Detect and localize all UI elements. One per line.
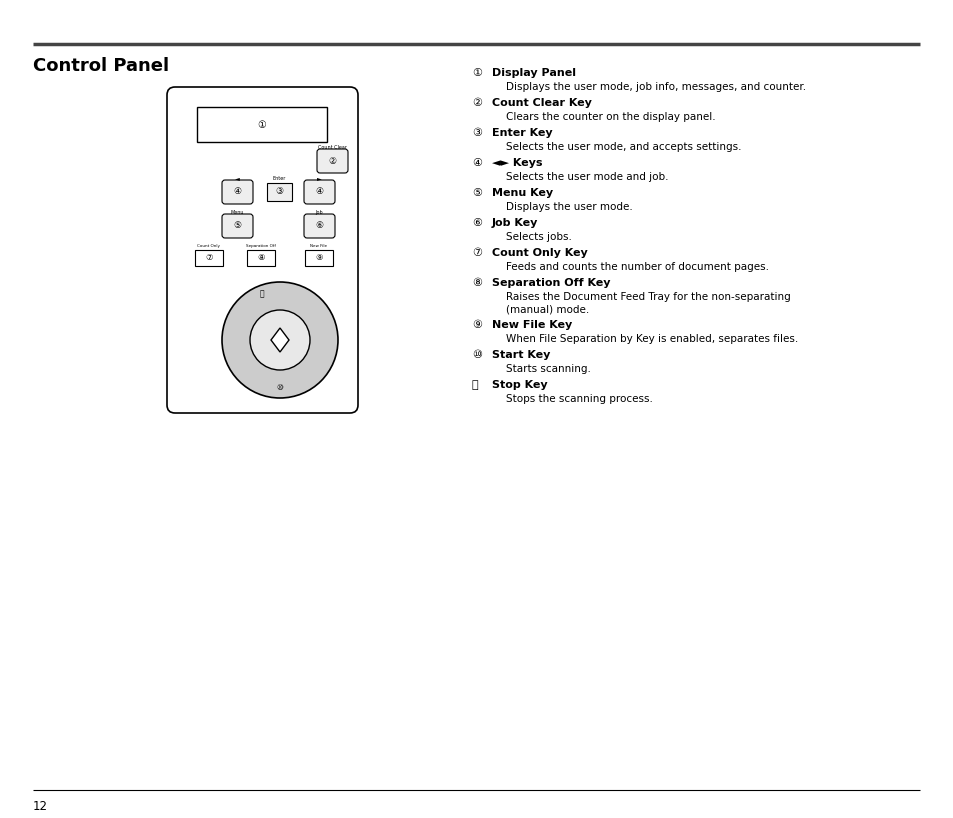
Text: Menu: Menu (231, 210, 244, 215)
Text: ⑧: ⑧ (257, 254, 265, 263)
Text: Menu Key: Menu Key (492, 188, 553, 198)
Text: Feeds and counts the number of document pages.: Feeds and counts the number of document … (505, 262, 768, 272)
FancyBboxPatch shape (304, 180, 335, 204)
Bar (196, 107, 327, 142)
Text: ⑦: ⑦ (205, 254, 213, 263)
Text: ①: ① (257, 119, 266, 129)
Text: New File Key: New File Key (492, 320, 572, 330)
Text: ②: ② (328, 156, 336, 165)
Circle shape (222, 282, 337, 398)
Text: Count Clear: Count Clear (317, 145, 347, 150)
Text: ⑩: ⑩ (472, 350, 481, 360)
Bar (305, 250, 333, 266)
Polygon shape (271, 328, 289, 352)
Text: (manual) mode.: (manual) mode. (505, 304, 589, 314)
Text: ⑥: ⑥ (315, 222, 323, 231)
Text: ⑨: ⑨ (472, 320, 481, 330)
Text: Count Only: Count Only (197, 244, 220, 248)
Text: Enter Key: Enter Key (492, 128, 552, 138)
Text: Separation Off: Separation Off (246, 244, 275, 248)
Text: Stop Key: Stop Key (492, 380, 547, 390)
Bar (267, 183, 292, 201)
Text: ⑨: ⑨ (314, 254, 322, 263)
Text: ④: ④ (233, 187, 241, 196)
Circle shape (250, 310, 310, 370)
Text: ①: ① (472, 68, 481, 78)
Text: ④: ④ (315, 187, 323, 196)
Text: ⑧: ⑧ (472, 278, 481, 288)
Text: Display Panel: Display Panel (492, 68, 576, 78)
Text: Selects the user mode, and accepts settings.: Selects the user mode, and accepts setti… (505, 142, 740, 152)
Text: New File: New File (310, 244, 327, 248)
Text: Starts scanning.: Starts scanning. (505, 364, 590, 374)
Text: ⑪: ⑪ (472, 380, 478, 390)
Bar (194, 250, 223, 266)
Text: ◄: ◄ (234, 176, 239, 181)
FancyBboxPatch shape (222, 180, 253, 204)
FancyBboxPatch shape (167, 87, 357, 413)
Text: ⑤: ⑤ (472, 188, 481, 198)
Text: Job Key: Job Key (492, 218, 537, 228)
Text: ⑤: ⑤ (233, 222, 241, 231)
Text: When File Separation by Key is enabled, separates files.: When File Separation by Key is enabled, … (505, 334, 798, 344)
FancyBboxPatch shape (316, 149, 348, 173)
Text: Control Panel: Control Panel (33, 57, 169, 75)
Text: Displays the user mode, job info, messages, and counter.: Displays the user mode, job info, messag… (505, 82, 805, 92)
Text: ⑥: ⑥ (472, 218, 481, 228)
Text: ③: ③ (275, 187, 283, 196)
Text: ◄► Keys: ◄► Keys (492, 158, 542, 168)
Text: ⑪: ⑪ (259, 290, 264, 299)
Text: Job: Job (315, 210, 323, 215)
Text: Selects jobs.: Selects jobs. (505, 232, 571, 242)
Text: ②: ② (472, 98, 481, 108)
Text: Stops the scanning process.: Stops the scanning process. (505, 394, 652, 404)
FancyBboxPatch shape (304, 214, 335, 238)
Text: ③: ③ (472, 128, 481, 138)
Bar (247, 250, 274, 266)
Text: Count Only Key: Count Only Key (492, 248, 587, 258)
Text: Displays the user mode.: Displays the user mode. (505, 202, 632, 212)
Text: ►: ► (316, 176, 321, 181)
Text: ⑦: ⑦ (472, 248, 481, 258)
Text: ④: ④ (472, 158, 481, 168)
Text: Clears the counter on the display panel.: Clears the counter on the display panel. (505, 112, 715, 122)
Text: Enter: Enter (273, 176, 286, 181)
Text: Raises the Document Feed Tray for the non-separating: Raises the Document Feed Tray for the no… (505, 292, 790, 302)
Text: Selects the user mode and job.: Selects the user mode and job. (505, 172, 668, 182)
Text: Separation Off Key: Separation Off Key (492, 278, 610, 288)
Text: Count Clear Key: Count Clear Key (492, 98, 591, 108)
Text: 12: 12 (33, 800, 48, 813)
Text: ⑩: ⑩ (276, 384, 283, 393)
Text: Start Key: Start Key (492, 350, 550, 360)
FancyBboxPatch shape (222, 214, 253, 238)
